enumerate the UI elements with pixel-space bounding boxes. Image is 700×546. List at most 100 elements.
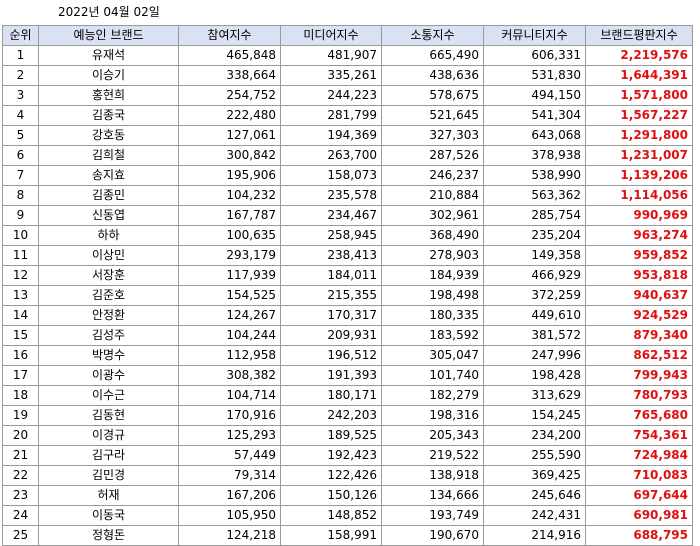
name-cell: 이수근 xyxy=(38,385,179,406)
participation-cell: 124,267 xyxy=(178,305,281,326)
community-cell: 531,830 xyxy=(483,65,586,86)
participation-cell: 104,714 xyxy=(178,385,281,406)
name-cell: 유재석 xyxy=(38,45,179,66)
table-row: 12 서장훈 117,939 184,011 184,939 466,929 953,818 xyxy=(2,265,693,286)
communication-cell: 327,303 xyxy=(381,125,484,146)
media-cell: 191,393 xyxy=(280,365,382,386)
community-cell: 198,428 xyxy=(483,365,586,386)
media-cell: 258,945 xyxy=(280,225,382,246)
brand-index-cell: 765,680 xyxy=(585,405,693,426)
brand-index-cell: 953,818 xyxy=(585,265,693,286)
communication-cell: 180,335 xyxy=(381,305,484,326)
media-cell: 150,126 xyxy=(280,485,382,506)
media-cell: 192,423 xyxy=(280,445,382,466)
communication-cell: 138,918 xyxy=(381,465,484,486)
participation-cell: 100,635 xyxy=(178,225,281,246)
brand-index-cell: 754,361 xyxy=(585,425,693,446)
media-cell: 238,413 xyxy=(280,245,382,266)
participation-cell: 104,244 xyxy=(178,325,281,346)
media-cell: 242,203 xyxy=(280,405,382,426)
communication-cell: 183,592 xyxy=(381,325,484,346)
participation-cell: 167,206 xyxy=(178,485,281,506)
rank-cell: 6 xyxy=(2,145,39,166)
media-cell: 234,467 xyxy=(280,205,382,226)
table-row: 17 이광수 308,382 191,393 101,740 198,428 799,943 xyxy=(2,365,693,386)
col-header-brand-index: 브랜드평판지수 xyxy=(585,25,693,46)
brand-index-cell: 1,231,007 xyxy=(585,145,693,166)
community-cell: 494,150 xyxy=(483,85,586,106)
table-row: 16 박명수 112,958 196,512 305,047 247,996 862,512 xyxy=(2,345,693,366)
report-date: 2022년 04월 02일 xyxy=(58,5,160,19)
communication-cell: 184,939 xyxy=(381,265,484,286)
name-cell: 송지효 xyxy=(38,165,179,186)
community-cell: 372,259 xyxy=(483,285,586,306)
community-cell: 154,245 xyxy=(483,405,586,426)
brand-index-cell: 879,340 xyxy=(585,325,693,346)
rank-cell: 2 xyxy=(2,65,39,86)
table-row: 11 이상민 293,179 238,413 278,903 149,358 959,852 xyxy=(2,245,693,266)
communication-cell: 193,749 xyxy=(381,505,484,526)
table-row: 18 이수근 104,714 180,171 182,279 313,629 780,793 xyxy=(2,385,693,406)
rank-cell: 21 xyxy=(2,445,39,466)
community-cell: 149,358 xyxy=(483,245,586,266)
rank-cell: 18 xyxy=(2,385,39,406)
participation-cell: 338,664 xyxy=(178,65,281,86)
name-cell: 김민경 xyxy=(38,465,179,486)
communication-cell: 665,490 xyxy=(381,45,484,66)
col-header-communication: 소통지수 xyxy=(381,25,484,46)
community-cell: 643,068 xyxy=(483,125,586,146)
participation-cell: 125,293 xyxy=(178,425,281,446)
media-cell: 194,369 xyxy=(280,125,382,146)
communication-cell: 287,526 xyxy=(381,145,484,166)
name-cell: 김종민 xyxy=(38,185,179,206)
participation-cell: 293,179 xyxy=(178,245,281,266)
communication-cell: 278,903 xyxy=(381,245,484,266)
communication-cell: 198,316 xyxy=(381,405,484,426)
rank-cell: 16 xyxy=(2,345,39,366)
brand-index-cell: 959,852 xyxy=(585,245,693,266)
col-header-community: 커뮤니티지수 xyxy=(483,25,586,46)
table-row: 2 이승기 338,664 335,261 438,636 531,830 1,644,39… xyxy=(2,65,693,86)
table-row: 23 허재 167,206 150,126 134,666 245,646 697,644 xyxy=(2,485,693,506)
rank-cell: 8 xyxy=(2,185,39,206)
community-cell: 369,425 xyxy=(483,465,586,486)
brand-index-cell: 1,291,800 xyxy=(585,125,693,146)
table-row: 15 김성주 104,244 209,931 183,592 381,572 879,340 xyxy=(2,325,693,346)
community-cell: 449,610 xyxy=(483,305,586,326)
communication-cell: 219,522 xyxy=(381,445,484,466)
media-cell: 148,852 xyxy=(280,505,382,526)
community-cell: 606,331 xyxy=(483,45,586,66)
participation-cell: 57,449 xyxy=(178,445,281,466)
media-cell: 281,799 xyxy=(280,105,382,126)
participation-cell: 300,842 xyxy=(178,145,281,166)
community-cell: 235,204 xyxy=(483,225,586,246)
brand-index-cell: 799,943 xyxy=(585,365,693,386)
communication-cell: 198,498 xyxy=(381,285,484,306)
col-header-brand-name: 예능인 브랜드 xyxy=(38,25,179,46)
col-header-rank: 순위 xyxy=(2,25,39,46)
brand-index-cell: 710,083 xyxy=(585,465,693,486)
brand-index-cell: 940,637 xyxy=(585,285,693,306)
media-cell: 158,991 xyxy=(280,525,382,546)
rank-cell: 10 xyxy=(2,225,39,246)
rank-cell: 17 xyxy=(2,365,39,386)
rank-cell: 13 xyxy=(2,285,39,306)
rank-cell: 9 xyxy=(2,205,39,226)
table-row: 14 안정환 124,267 170,317 180,335 449,610 924,529 xyxy=(2,305,693,326)
community-cell: 214,916 xyxy=(483,525,586,546)
brand-index-cell: 2,219,576 xyxy=(585,45,693,66)
brand-index-cell: 688,795 xyxy=(585,525,693,546)
communication-cell: 521,645 xyxy=(381,105,484,126)
table-row: 25 정형돈 124,218 158,991 190,670 214,916 688,795 xyxy=(2,525,693,546)
table-body: 1 유재석 465,848 481,907 665,490 606,331 2,219,57… xyxy=(2,45,693,546)
communication-cell: 578,675 xyxy=(381,85,484,106)
name-cell: 홍현희 xyxy=(38,85,179,106)
participation-cell: 112,958 xyxy=(178,345,281,366)
rank-cell: 15 xyxy=(2,325,39,346)
rank-cell: 1 xyxy=(2,45,39,66)
name-cell: 이경규 xyxy=(38,425,179,446)
communication-cell: 438,636 xyxy=(381,65,484,86)
name-cell: 허재 xyxy=(38,485,179,506)
community-cell: 285,754 xyxy=(483,205,586,226)
rank-cell: 4 xyxy=(2,105,39,126)
